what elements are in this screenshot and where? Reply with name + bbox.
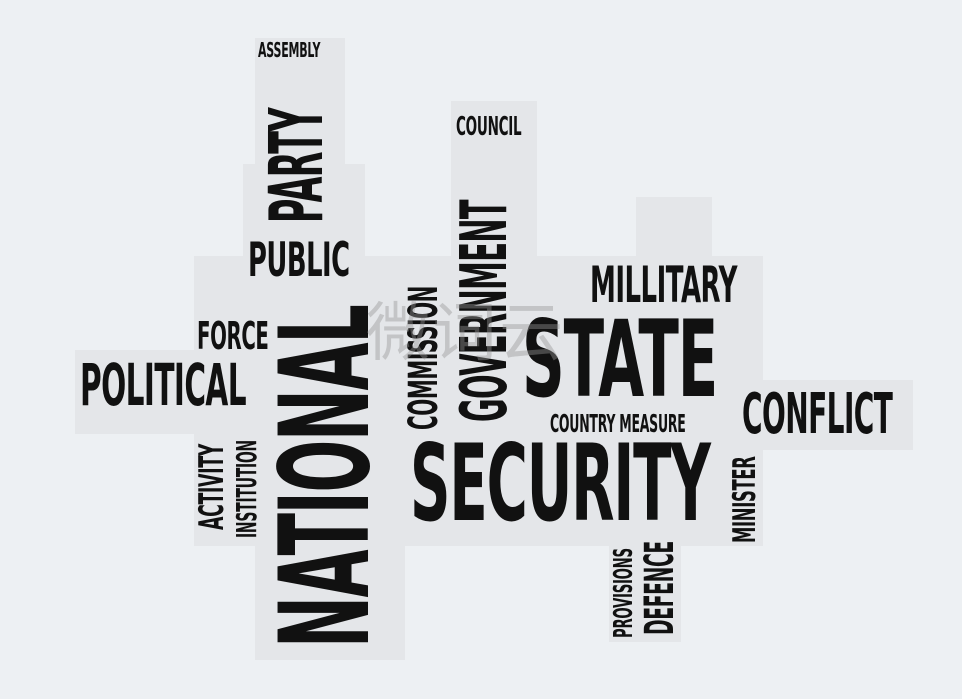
- cloud-block: [243, 164, 365, 256]
- cloud-block: [763, 380, 913, 450]
- cloud-block: [255, 38, 345, 164]
- cloud-block: [406, 256, 763, 546]
- word-security: SECURITY: [410, 422, 711, 545]
- word-millitary: MILLITARY: [590, 256, 737, 314]
- word-conflict: CONFLICT: [742, 382, 893, 447]
- watermark: 微词云: [366, 297, 566, 371]
- cloud-block: [194, 256, 406, 546]
- word-party: PARTY: [254, 108, 340, 223]
- word-assembly: ASSEMBLY: [258, 38, 321, 62]
- word-defence: DEFENCE: [637, 541, 683, 635]
- word-minister: MINISTER: [727, 456, 763, 543]
- cloud-block: [451, 101, 537, 256]
- word-council: COUNCIL: [456, 112, 522, 142]
- word-political: POLITICAL: [80, 351, 247, 419]
- word-country-measure: COUNTRY MEASURE: [550, 409, 686, 438]
- word-state: STATE: [522, 298, 718, 421]
- cloud-block: [75, 350, 197, 434]
- word-public: PUBLIC: [248, 233, 350, 288]
- cloud-block: [255, 546, 405, 660]
- cloud-block: [609, 546, 681, 642]
- word-force: FORCE: [197, 314, 269, 358]
- word-institution: INSTITUTION: [230, 440, 263, 538]
- cloud-block: [636, 197, 712, 256]
- word-activity: ACTIVITY: [192, 444, 232, 530]
- word-provisions: PROVISIONS: [609, 548, 639, 638]
